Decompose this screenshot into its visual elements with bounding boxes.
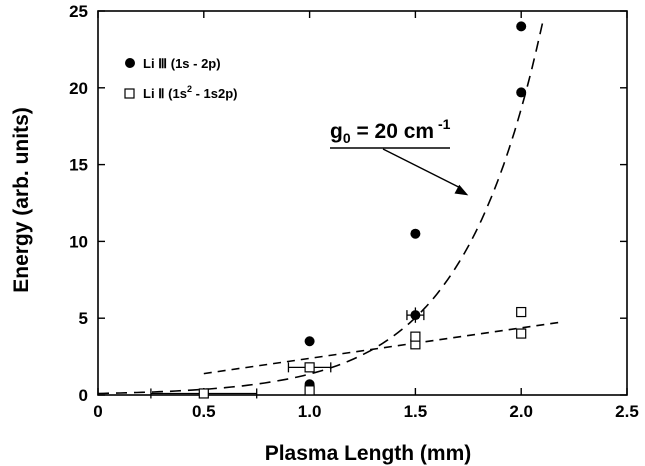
y-tick-label: 5 [79, 309, 88, 328]
data-point-li-iii [410, 310, 421, 321]
y-axis-label: Energy (arb. units) [10, 107, 33, 293]
annotation-arrowhead [454, 184, 469, 196]
legend-label-li-ii-tail: - 1s2p) [192, 86, 238, 101]
data-point-li-ii [516, 328, 527, 339]
data-point-li-ii [516, 306, 527, 318]
data-point-li-iii [516, 21, 527, 32]
legend-label-li-iii: Li Ⅲ (1s - 2p) [143, 56, 221, 71]
annotation-g: g [330, 120, 343, 143]
annotation-arrow [382, 148, 462, 189]
fit-curve-exponential [97, 23, 544, 395]
plot-area-frame [97, 10, 628, 396]
x-tick-label: 2.5 [615, 402, 639, 421]
y-tick-label: 0 [79, 386, 88, 405]
data-point-li-ii [304, 362, 315, 373]
y-tick-label: 15 [69, 156, 88, 175]
y-tick-label: 10 [69, 232, 88, 251]
x-tick-label: 2.0 [509, 402, 533, 421]
data-point-li-ii [198, 388, 209, 399]
x-tick-label: 0.5 [192, 402, 216, 421]
data-point-li-ii [410, 331, 421, 342]
legend-label-li-ii-main: Li Ⅱ (1s [143, 86, 187, 101]
legend-label-li-ii: Li Ⅱ (1s2 - 1s2p) [143, 84, 238, 101]
legend-marker-li-iii [125, 58, 135, 68]
annotation-tail: = 20 cm [351, 120, 434, 143]
fit-line-linear [203, 321, 560, 375]
data-point-li-iii [516, 87, 527, 98]
annotation-sub: 0 [343, 130, 351, 146]
x-axis-label: Plasma Length (mm) [265, 442, 472, 465]
data-point-li-ii [304, 385, 315, 396]
legend-label-li-ii-sup: 2 [187, 84, 192, 94]
y-tick-label: 25 [69, 2, 88, 21]
x-tick-label: 0 [93, 402, 102, 421]
annotation-sup: -1 [434, 116, 451, 132]
x-tick-label: 1.0 [298, 402, 322, 421]
legend: Li Ⅲ (1s - 2p) Li Ⅱ (1s2 - 1s2p) [124, 56, 238, 101]
data-point-li-iii [410, 228, 421, 239]
growth-annotation: g0 = 20 cm -1 [330, 116, 469, 196]
annotation-label: g0 = 20 cm -1 [330, 116, 451, 146]
x-tick-label: 1.5 [404, 402, 428, 421]
y-tick-label: 20 [69, 79, 88, 98]
data-point-li-iii [304, 336, 315, 347]
legend-marker-li-ii [124, 88, 135, 99]
